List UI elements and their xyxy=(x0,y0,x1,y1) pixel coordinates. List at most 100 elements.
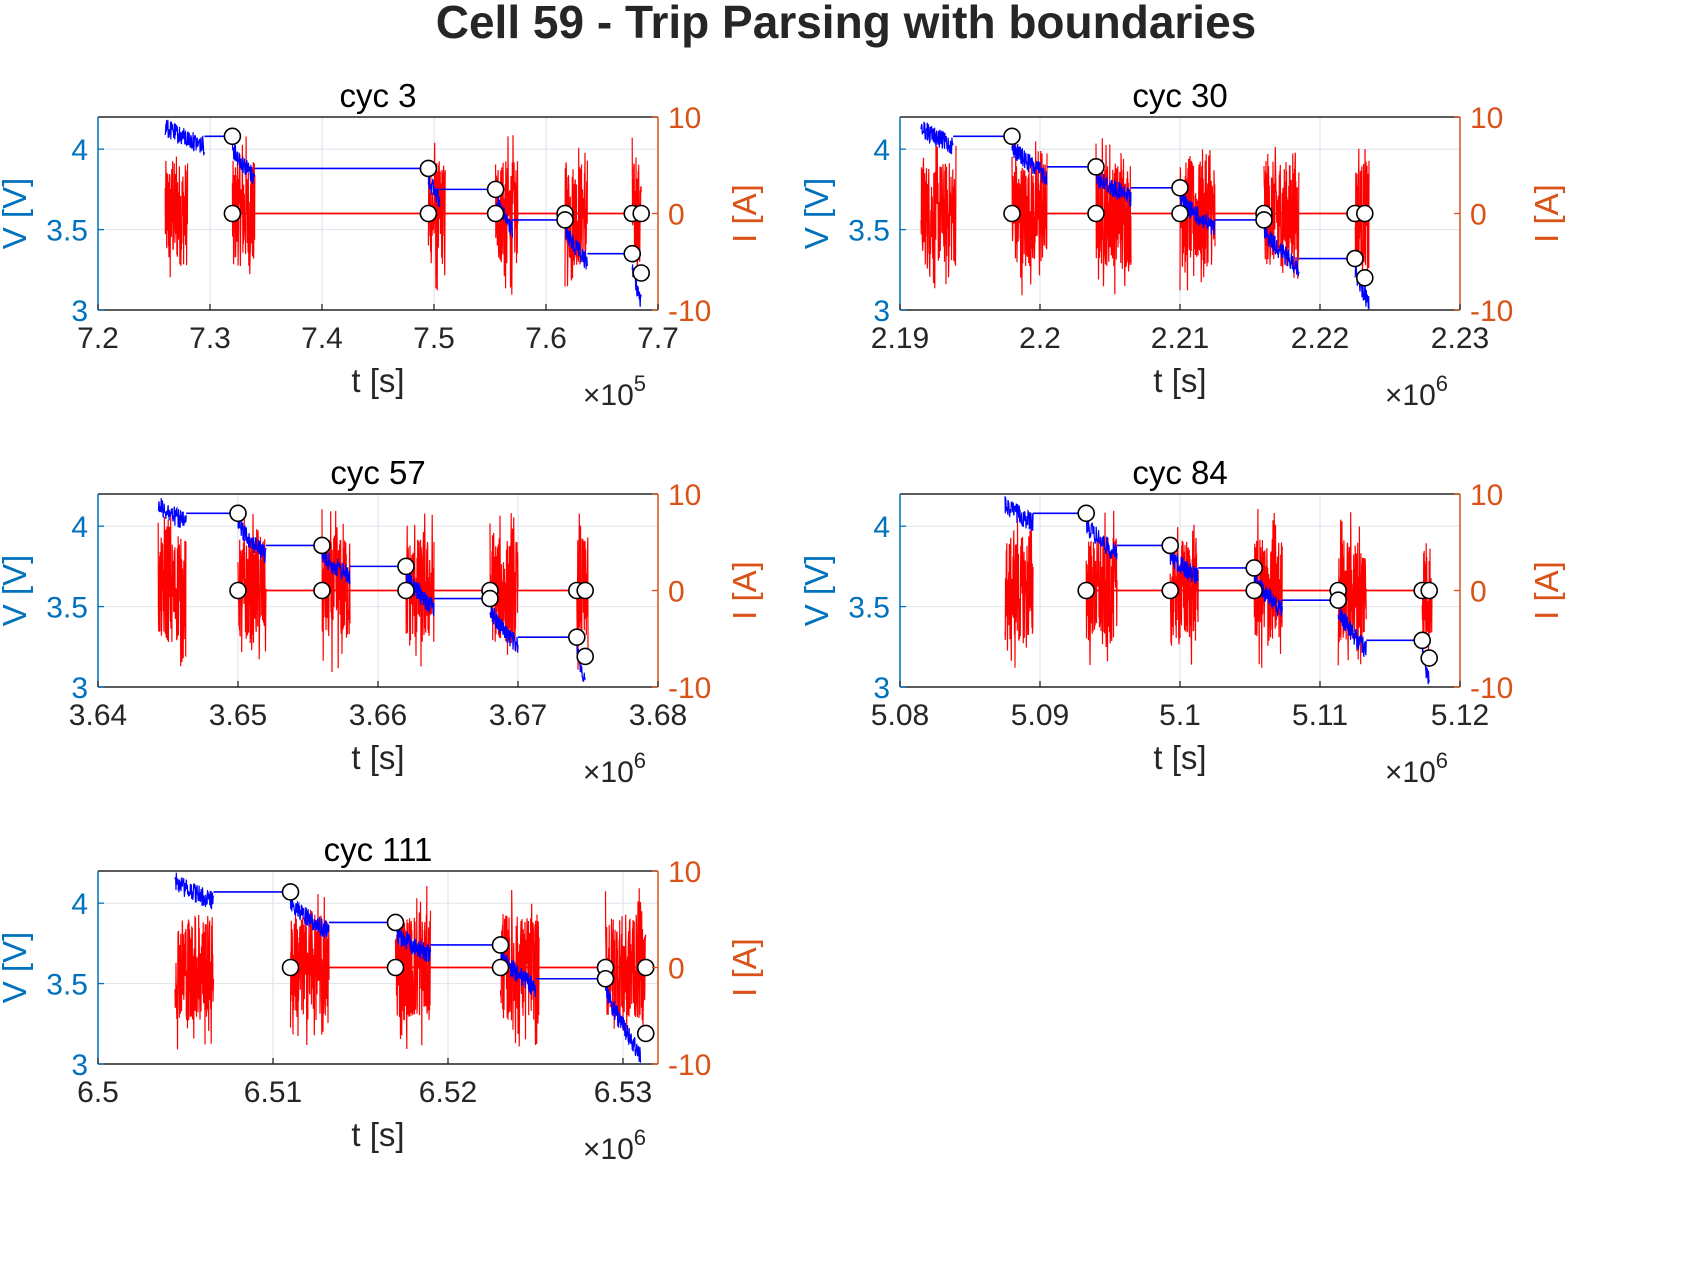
current-boundary-marker xyxy=(576,581,595,600)
x-axis-label: t [s] xyxy=(351,1116,404,1153)
voltage-boundary-marker xyxy=(636,1024,655,1043)
x-tick-label: 5.08 xyxy=(871,699,929,732)
subplot-3: 3.64 3.65 3.66 3.67 3.68 3 3.5 4 -10 0 10 cyc 57 t [… xyxy=(0,454,763,789)
voltage-trip-trace xyxy=(1354,261,1370,310)
left-y-tick-label: 3.5 xyxy=(46,592,88,625)
voltage-trip-trace xyxy=(1337,607,1367,657)
plot-content xyxy=(1004,496,1438,685)
left-y-tick-label: 4 xyxy=(71,134,88,167)
current-trip-trace xyxy=(920,132,957,289)
x-tick-label: 3.66 xyxy=(349,699,407,732)
current-trip-trace xyxy=(237,513,267,660)
voltage-boundary-marker xyxy=(556,211,574,229)
current-trip-trace xyxy=(489,513,519,655)
voltage-trip-trace xyxy=(1263,223,1300,277)
subplot-1: 7.2 7.3 7.4 7.5 7.6 7.7 3 3.5 4 -10 0 10 cyc 3 t [s] V… xyxy=(0,77,763,412)
voltage-trip-trace xyxy=(1169,549,1199,584)
voltage-boundary-marker xyxy=(576,647,595,666)
x-tick-label: 2.22 xyxy=(1291,322,1349,355)
right-y-axis-label: I [A] xyxy=(1528,561,1565,620)
x-tick-label: 7.4 xyxy=(301,322,343,355)
right-y-tick-label: -10 xyxy=(668,672,711,705)
voltage-boundary-marker xyxy=(1171,178,1189,197)
left-y-tick-label: 3.5 xyxy=(848,215,890,248)
current-boundary-marker xyxy=(386,958,405,977)
voltage-trip-trace xyxy=(157,498,187,528)
voltage-boundary-marker xyxy=(397,557,415,576)
voltage-boundary-marker xyxy=(1161,536,1179,555)
voltage-boundary-marker xyxy=(281,883,300,901)
right-y-tick-label: 10 xyxy=(668,856,701,889)
voltage-trip-trace xyxy=(920,121,954,155)
voltage-boundary-marker xyxy=(596,969,615,988)
voltage-trip-trace xyxy=(1253,572,1283,618)
voltage-boundary-marker xyxy=(1413,631,1431,650)
current-boundary-marker xyxy=(491,958,510,977)
left-y-tick-label: 4 xyxy=(873,134,890,167)
subplot-5: 6.5 6.51 6.52 6.53 3 3.5 4 -10 0 10 cyc 111 t [s] V … xyxy=(0,831,763,1166)
right-y-tick-label: -10 xyxy=(1470,295,1513,328)
right-y-tick-label: -10 xyxy=(1470,672,1513,705)
right-y-tick-label: 0 xyxy=(1470,576,1487,609)
voltage-boundary-marker xyxy=(1003,127,1021,146)
x-tick-label: 6.5 xyxy=(77,1076,119,1109)
voltage-trip-trace xyxy=(427,171,441,208)
x-tick-label: 2.21 xyxy=(1151,322,1209,355)
left-y-axis-label: V [V] xyxy=(0,555,33,627)
voltage-boundary-marker xyxy=(223,127,242,146)
voltage-boundary-marker xyxy=(419,159,438,178)
current-trip-trace xyxy=(604,888,647,1031)
x-tick-label: 7.3 xyxy=(189,322,231,355)
x-tick-label: 3.65 xyxy=(209,699,267,732)
subplot-2: 2.19 2.2 2.21 2.22 2.23 3 3.5 4 -10 0 10 cyc 30 t [s… xyxy=(798,77,1565,412)
x-axis-label: t [s] xyxy=(1153,739,1206,776)
current-boundary-marker xyxy=(1171,204,1189,223)
multiplier-exponent: 6 xyxy=(1436,371,1448,396)
right-y-tick-label: -10 xyxy=(668,295,711,328)
right-y-axis-label: I [A] xyxy=(726,938,763,997)
figure-title: Cell 59 - Trip Parsing with boundaries xyxy=(436,0,1257,48)
plot-content xyxy=(920,121,1374,310)
right-y-tick-label: 10 xyxy=(1470,479,1503,512)
left-y-axis-label: V [V] xyxy=(798,178,835,250)
subplot-title: cyc 30 xyxy=(1132,77,1227,114)
right-y-tick-label: 10 xyxy=(668,479,701,512)
voltage-trip-trace xyxy=(237,515,267,563)
x-tick-label: 5.11 xyxy=(1292,699,1348,732)
subplot-4: 5.08 5.09 5.1 5.11 5.12 3 3.5 4 -10 0 10 cyc 84 t [s… xyxy=(798,454,1565,789)
current-boundary-marker xyxy=(1245,581,1263,600)
multiplier-base: ×10 xyxy=(583,756,634,789)
voltage-boundary-marker xyxy=(313,536,331,555)
left-y-axis-label: V [V] xyxy=(0,178,33,250)
right-y-tick-label: 0 xyxy=(668,576,685,609)
subplot-title: cyc 3 xyxy=(339,77,416,114)
current-boundary-marker xyxy=(419,204,438,223)
current-boundary-marker xyxy=(1161,581,1179,600)
voltage-boundary-marker xyxy=(491,936,510,954)
left-y-axis-label: V [V] xyxy=(798,555,835,627)
x-tick-label: 2.2 xyxy=(1019,322,1061,355)
current-trip-trace xyxy=(174,914,215,1050)
x-tick-label: 3.67 xyxy=(489,699,547,732)
voltage-boundary-marker xyxy=(486,180,505,199)
current-trip-trace xyxy=(1004,517,1034,668)
current-boundary-marker xyxy=(1077,581,1095,600)
voltage-boundary-marker xyxy=(1245,559,1263,577)
current-boundary-marker xyxy=(223,204,242,223)
voltage-trip-trace xyxy=(394,923,432,962)
x-tick-label: 7.6 xyxy=(525,322,567,355)
voltage-trip-trace xyxy=(1011,140,1048,185)
right-y-tick-label: 0 xyxy=(668,953,685,986)
current-boundary-marker xyxy=(1003,204,1021,223)
current-trip-trace xyxy=(427,142,446,291)
multiplier-base: ×10 xyxy=(583,1133,634,1166)
subplot-grid: 7.2 7.3 7.4 7.5 7.6 7.7 3 3.5 4 -10 0 10 cyc 3 t [s] V… xyxy=(0,77,1565,1166)
subplot-title: cyc 57 xyxy=(330,454,425,491)
current-boundary-marker xyxy=(1356,204,1374,223)
current-trip-trace xyxy=(157,514,187,667)
voltage-boundary-marker xyxy=(481,589,499,608)
current-boundary-marker xyxy=(632,204,651,223)
x-tick-label: 7.7 xyxy=(637,322,679,355)
right-y-axis-label: I [A] xyxy=(726,561,763,620)
